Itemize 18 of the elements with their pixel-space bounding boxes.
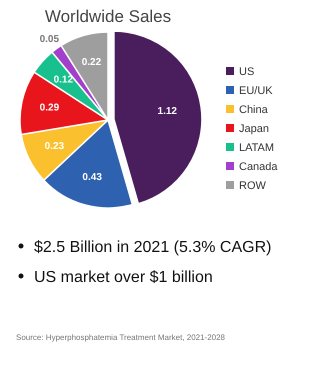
data-label: 0.22 — [82, 57, 102, 68]
text: $2.5 Billion in 2021 (5.3% CAGR) — [34, 239, 272, 256]
legend-label: Japan — [239, 123, 269, 135]
legend-label: US — [239, 66, 254, 78]
legend-label: China — [239, 104, 269, 116]
data-label: 1.12 — [158, 106, 178, 118]
data-label: 0.05 — [40, 34, 60, 46]
legend-label: Canada — [239, 161, 278, 173]
legend-label: EU/UK — [239, 85, 274, 97]
data-label: 0.12 — [54, 74, 74, 86]
source-note: Source: Hyperphosphatemia Treatment Market, 2021-2028 — [16, 333, 226, 342]
legend-label: ROW — [239, 180, 266, 192]
chart-title: Worldwide Sales — [44, 7, 172, 26]
data-label: 0.29 — [40, 102, 60, 114]
data-label: 0.43 — [82, 172, 102, 184]
legend-label: LATAM — [239, 142, 274, 154]
data-label: 0.23 — [44, 141, 65, 152]
text: US market over $1 billion — [34, 269, 213, 286]
